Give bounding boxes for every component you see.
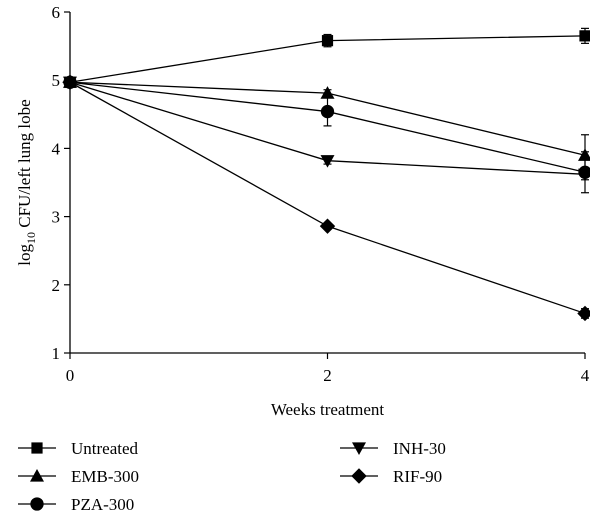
y-tick-label: 2 xyxy=(52,276,61,295)
legend-item: EMB-300 xyxy=(18,467,139,486)
legend-label: RIF-90 xyxy=(393,467,442,486)
legend-label: EMB-300 xyxy=(71,467,139,486)
legend-item: Untreated xyxy=(18,439,139,458)
legend-marker xyxy=(31,442,43,454)
data-point xyxy=(62,74,78,90)
legend: Untreated EMB-300 PZA-300 INH-30 RIF-90 xyxy=(18,439,446,511)
series-layer xyxy=(62,27,590,322)
data-point xyxy=(579,30,590,42)
data-point xyxy=(577,305,590,322)
series-rif-90 xyxy=(62,74,590,322)
legend-label: PZA-300 xyxy=(71,495,134,511)
y-axis-title-subscript: 10 xyxy=(24,232,38,244)
data-point xyxy=(320,86,335,99)
x-tick-label: 0 xyxy=(66,366,75,385)
data-point xyxy=(320,155,335,168)
x-tick-label: 4 xyxy=(581,366,590,385)
legend-label: INH-30 xyxy=(393,439,446,458)
ticks: 1 2 3 4 5 6 0 2 4 xyxy=(52,3,590,385)
legend-marker xyxy=(352,442,366,455)
data-point xyxy=(319,218,336,234)
legend-item: PZA-300 xyxy=(18,495,134,511)
legend-marker xyxy=(30,497,44,511)
data-point xyxy=(578,148,590,161)
data-point xyxy=(578,168,590,182)
data-point xyxy=(320,104,335,119)
series-untreated xyxy=(64,27,590,88)
y-axis-title-prefix: log xyxy=(15,243,34,265)
x-axis-title: Weeks treatment xyxy=(271,400,385,419)
y-axis-title: log10 CFU/left lung lobe xyxy=(15,99,38,265)
y-tick-label: 6 xyxy=(52,3,61,22)
y-tick-label: 4 xyxy=(52,139,61,158)
y-tick-label: 5 xyxy=(52,71,61,90)
y-tick-label: 3 xyxy=(52,208,61,227)
y-tick-label: 1 xyxy=(52,344,61,363)
axes xyxy=(69,12,585,354)
legend-label: Untreated xyxy=(71,439,139,458)
legend-marker xyxy=(30,469,44,482)
x-tick-label: 2 xyxy=(323,366,332,385)
legend-item: INH-30 xyxy=(340,439,446,458)
legend-marker xyxy=(351,468,367,484)
data-point xyxy=(321,35,334,47)
y-axis-title-suffix: CFU/left lung lobe xyxy=(15,99,34,232)
legend-item: RIF-90 xyxy=(340,467,442,486)
